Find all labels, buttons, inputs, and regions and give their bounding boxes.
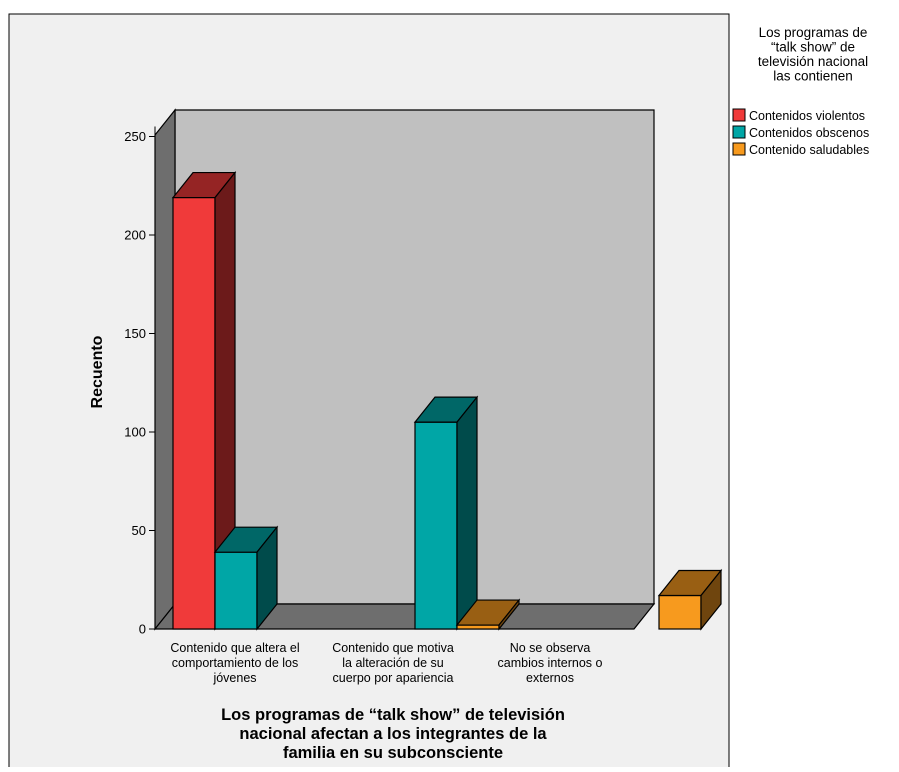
x-category-label: No se observa cambios internos o externos <box>498 641 603 685</box>
bar-1-2 <box>455 598 521 631</box>
y-tick-label: 200 <box>124 228 146 243</box>
y-axis: 0 50 100 150 200 250 <box>124 126 156 637</box>
legend-item: Contenido saludables <box>732 142 869 157</box>
bar-front <box>414 421 458 630</box>
bar-side <box>498 598 520 631</box>
bar-front <box>172 196 216 630</box>
x-category-line: la alteración de su <box>342 656 444 670</box>
side-wall <box>154 108 176 631</box>
bar-front <box>214 551 258 630</box>
x-axis-title-line: familia en su subconsciente <box>283 744 503 762</box>
x-axis-categories: Contenido que altera el comportamiento de… <box>170 641 602 685</box>
bar-side <box>700 568 722 631</box>
bars-group <box>171 170 723 631</box>
x-category-line: externos <box>526 671 574 685</box>
y-tick-label: 0 <box>139 622 146 637</box>
bar-2-2 <box>657 568 723 631</box>
legend-title-line: las contienen <box>773 69 853 84</box>
legend: Los programas de“talk show” detelevisión… <box>732 25 869 157</box>
legend-title-line: televisión nacional <box>758 54 868 69</box>
x-axis-title: Los programas de “talk show” de televisi… <box>221 706 565 762</box>
y-tick-label: 100 <box>124 425 146 440</box>
legend-label: Contenido saludables <box>749 143 869 157</box>
legend-label: Contenidos obscenos <box>749 126 869 140</box>
bar-0-1 <box>213 525 279 631</box>
legend-title-line: “talk show” de <box>771 40 855 55</box>
x-category-line: No se observa <box>510 641 591 655</box>
x-category-line: cuerpo por apariencia <box>333 671 454 685</box>
legend-title-line: Los programas de <box>759 25 868 40</box>
x-axis-title-line: Los programas de “talk show” de televisi… <box>221 706 565 724</box>
bar-1-1 <box>413 395 479 631</box>
bar-front <box>658 594 702 630</box>
legend-label: Contenidos violentos <box>749 109 865 123</box>
bar-side <box>256 525 278 631</box>
x-category-line: Contenido que altera el <box>170 641 299 655</box>
x-category-line: comportamiento de los <box>172 656 298 670</box>
y-tick-label: 250 <box>124 129 146 144</box>
x-category-line: jóvenes <box>212 671 256 685</box>
chart-walls <box>153 108 656 631</box>
legend-item: Contenidos obscenos <box>732 125 869 140</box>
legend-swatch <box>732 142 746 156</box>
x-category-label: Contenido que altera el comportamiento de… <box>170 641 299 685</box>
legend-item: Contenidos violentos <box>732 108 865 123</box>
legend-swatch <box>732 125 746 139</box>
x-axis-title-line: nacional afectan a los integrantes de la <box>239 725 547 743</box>
y-tick-label: 50 <box>132 523 146 538</box>
x-category-line: cambios internos o <box>498 656 603 670</box>
x-category-line: Contenido que motiva <box>332 641 454 655</box>
x-category-label: Contenido que motiva la alteración de su c… <box>332 641 454 685</box>
y-axis-title: Recuento <box>89 335 106 408</box>
bar-0-0 <box>171 170 237 631</box>
bar-side <box>456 395 478 631</box>
y-tick-label: 150 <box>124 326 146 341</box>
legend-swatch <box>732 108 746 122</box>
